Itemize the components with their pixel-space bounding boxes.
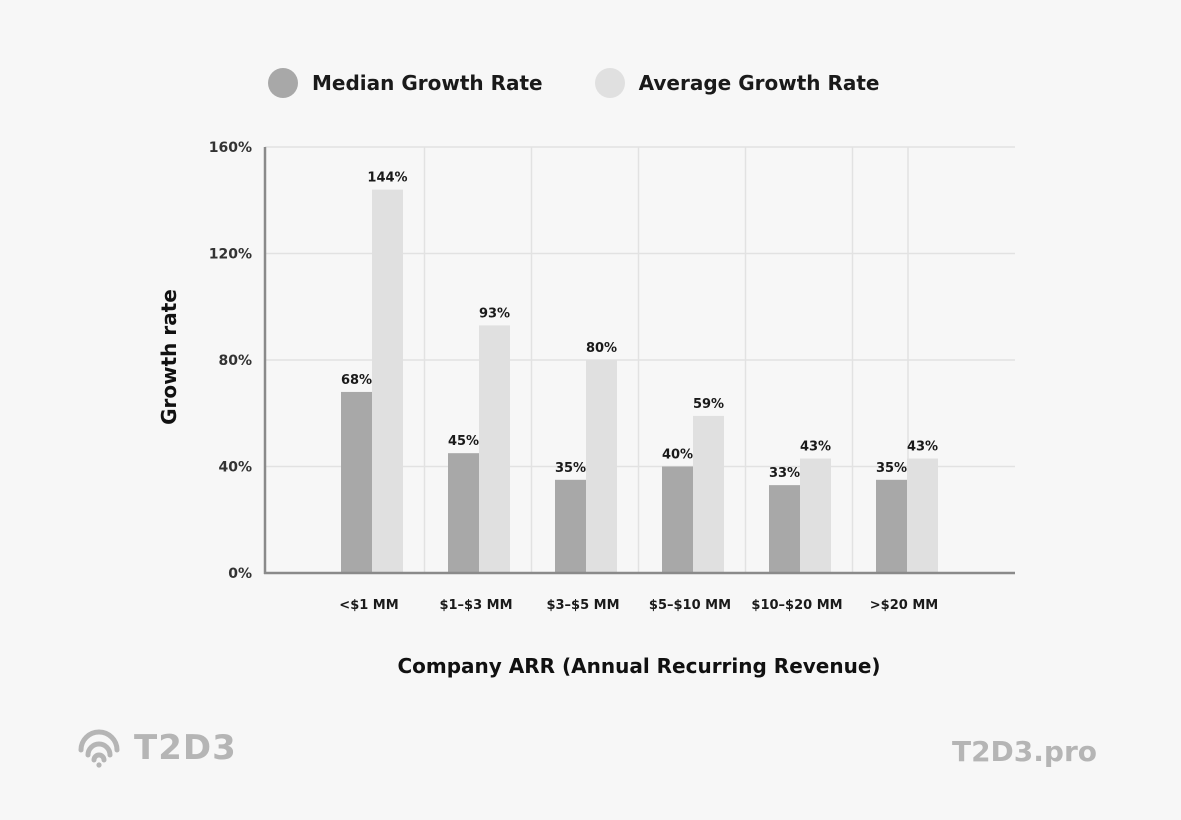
- x-axis-title: Company ARR (Annual Recurring Revenue): [397, 654, 880, 678]
- data-label: 144%: [367, 171, 407, 186]
- y-tick-label: 80%: [218, 353, 252, 369]
- data-label: 43%: [800, 440, 831, 455]
- y-axis-title: Growth rate: [157, 289, 181, 425]
- bar-median: [341, 391, 372, 573]
- y-tick-label: 120%: [209, 247, 252, 263]
- x-tick-label: $5–$10 MM: [649, 598, 731, 613]
- legend-label-median: Median Growth Rate: [312, 71, 543, 95]
- y-tick-label: 160%: [209, 140, 252, 156]
- y-tick-label: 40%: [218, 460, 252, 476]
- x-tick-label: $1–$3 MM: [439, 598, 512, 613]
- data-label: 45%: [448, 434, 479, 449]
- bar-average: [479, 325, 510, 573]
- brand-logo: T2D3: [78, 727, 237, 769]
- brand-website: T2D3.pro: [951, 735, 1097, 768]
- data-label: 35%: [555, 461, 586, 476]
- bar-median: [555, 479, 586, 573]
- wifi-logo-icon: [78, 729, 120, 768]
- legend-label-average: Average Growth Rate: [638, 71, 880, 95]
- data-label: 33%: [769, 466, 800, 481]
- chart-legend: Median Growth Rate Average Growth Rate: [268, 68, 931, 98]
- brand-logo-text: T2D3: [134, 728, 237, 768]
- legend-swatch-average: [594, 68, 625, 98]
- legend-item-average: Average Growth Rate: [594, 68, 880, 98]
- bar-average: [693, 415, 724, 573]
- y-tick-label: 0%: [228, 566, 252, 582]
- data-label: 59%: [693, 397, 724, 412]
- bar-average: [586, 360, 617, 573]
- bar-median: [662, 466, 693, 573]
- data-label: 35%: [876, 461, 907, 476]
- bar-chart: 0% 40% 80% 120% 160% 68% 45% 35% 40% 33% 35% 144% 93…: [157, 140, 1015, 678]
- data-label: 40%: [662, 448, 693, 463]
- x-tick-label: $10–$20 MM: [751, 598, 842, 613]
- data-label: 93%: [479, 306, 510, 321]
- data-label: 80%: [586, 341, 617, 356]
- legend-swatch-median: [268, 68, 298, 98]
- legend-item-median: Median Growth Rate: [268, 68, 543, 98]
- x-tick-label: $3–$5 MM: [546, 598, 619, 613]
- bar-median: [769, 485, 800, 573]
- data-label: 68%: [341, 373, 372, 388]
- bar-average: [907, 458, 938, 573]
- data-label: 43%: [907, 440, 938, 455]
- bar-median: [876, 479, 907, 573]
- x-tick-label: <$1 MM: [339, 598, 398, 613]
- bar-average: [372, 189, 403, 573]
- bar-average: [800, 458, 831, 573]
- bar-median: [448, 453, 479, 573]
- x-tick-label: >$20 MM: [870, 598, 938, 613]
